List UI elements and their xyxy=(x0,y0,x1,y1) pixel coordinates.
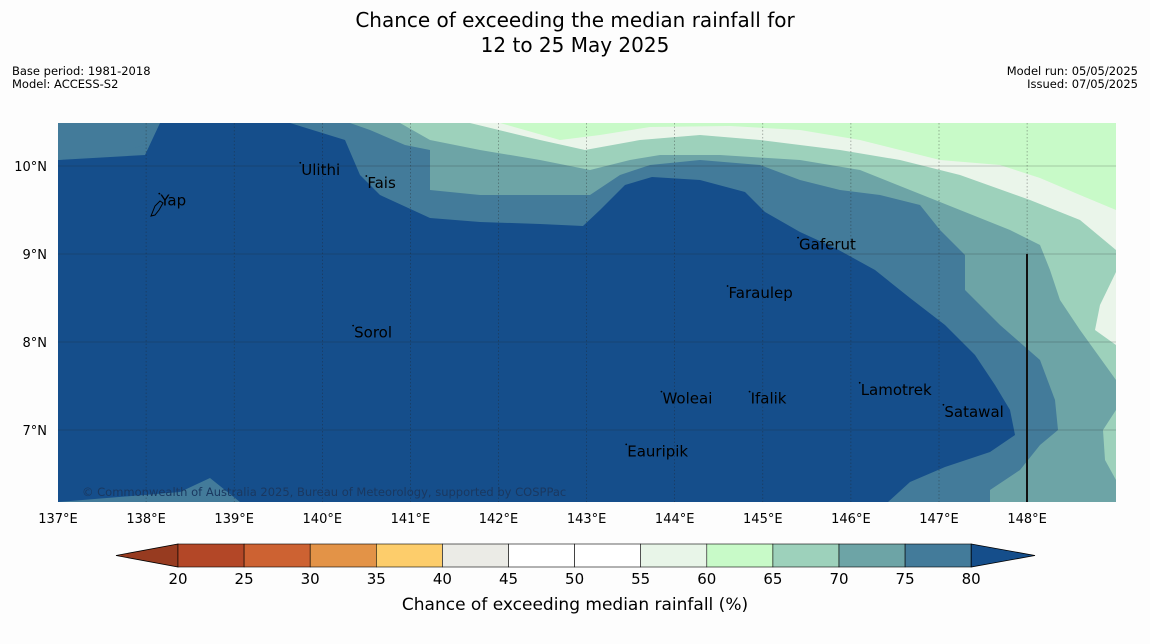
chart-title: Chance of exceeding the median rainfall … xyxy=(0,8,1150,58)
copyright-note: © Commonwealth of Australia 2025, Bureau… xyxy=(82,485,566,499)
issued-date: Issued: 07/05/2025 xyxy=(1027,77,1138,91)
colorbar-segment xyxy=(640,543,708,568)
colorbar-tick-label: 80 xyxy=(962,570,981,588)
x-tick-label: 145°E xyxy=(743,512,783,527)
colorbar-segment xyxy=(772,543,840,568)
colorbar-segment xyxy=(904,543,972,568)
model-name: Model: ACCESS-S2 xyxy=(12,77,119,91)
yap-island-outline xyxy=(150,200,164,217)
y-tick-label: 7°N xyxy=(23,424,48,439)
place-label: Fais xyxy=(367,174,396,192)
y-tick-label: 8°N xyxy=(23,336,48,351)
band-gt80 xyxy=(58,123,1015,502)
colorbar-tick-label: 60 xyxy=(697,570,716,588)
y-tick-label: 10°N xyxy=(14,160,47,175)
x-tick-label: 147°E xyxy=(919,512,959,527)
colorbar-tick-label: 25 xyxy=(235,570,254,588)
title-line-1: Chance of exceeding the median rainfall … xyxy=(355,8,795,32)
colorbar-segment xyxy=(574,543,641,568)
colorbar-tick-label: 30 xyxy=(301,570,320,588)
island-marker xyxy=(660,390,663,393)
place-label: Sorol xyxy=(354,324,392,342)
x-tick-label: 146°E xyxy=(831,512,871,527)
y-axis-ticks: 10°N 9°N 8°N 7°N xyxy=(14,160,47,439)
place-label: Satawal xyxy=(944,403,1003,421)
colorbar-tick-label: 65 xyxy=(763,570,782,588)
colorbar-tick-label: 55 xyxy=(631,570,650,588)
place-label: Ulithi xyxy=(301,161,340,179)
colorbar-segment xyxy=(508,543,575,568)
place-label: Eauripik xyxy=(627,442,688,460)
place-labels: Yap Ulithi Fais Gaferut Faraulep Sorol Lamotre… xyxy=(150,161,1004,460)
base-period: Base period: 1981-2018 xyxy=(12,64,151,78)
island-marker xyxy=(797,236,799,239)
island-marker xyxy=(858,381,861,384)
x-tick-label: 139°E xyxy=(214,512,254,527)
y-tick-label: 9°N xyxy=(23,248,48,263)
island-marker xyxy=(942,403,945,406)
map-area xyxy=(58,123,1116,502)
x-tick-label: 143°E xyxy=(567,512,607,527)
title-line-2: 12 to 25 May 2025 xyxy=(480,33,670,57)
island-marker xyxy=(748,390,751,393)
colorbar-tick-label: 70 xyxy=(829,570,848,588)
place-label: Yap xyxy=(159,192,186,210)
x-tick-label: 142°E xyxy=(479,512,519,527)
colorbar-min-arrow xyxy=(115,543,179,568)
map-gridlines xyxy=(58,123,1116,502)
place-label: Lamotrek xyxy=(861,381,932,399)
colorbar-segment xyxy=(309,543,377,568)
colorbar-tick-label: 20 xyxy=(168,570,187,588)
colorbar-label: Chance of exceeding median rainfall (%) xyxy=(402,595,748,615)
x-tick-label: 137°E xyxy=(38,512,78,527)
colorbar-segment xyxy=(838,543,906,568)
colorbar-segment xyxy=(375,543,443,568)
colorbar: 20 25 30 35 40 45 50 55 60 65 70 75 80 xyxy=(115,543,1036,588)
island-marker xyxy=(299,161,302,164)
colorbar-segment xyxy=(706,543,774,568)
x-tick-label: 148°E xyxy=(1007,512,1047,527)
meta-right: Model run: 05/05/2025 Issued: 07/05/2025 xyxy=(1007,65,1138,91)
colorbar-tick-label: 75 xyxy=(896,570,915,588)
x-axis-ticks: 137°E 138°E 139°E 140°E 141°E 142°E 143°E 144°E… xyxy=(38,512,1047,527)
colorbar-tick-label: 50 xyxy=(565,570,584,588)
model-run: Model run: 05/05/2025 xyxy=(1006,64,1138,78)
island-marker xyxy=(352,324,355,327)
colorbar-max-arrow xyxy=(970,543,1036,568)
colorbar-tick-label: 35 xyxy=(367,570,386,588)
place-label: Gaferut xyxy=(799,236,856,254)
x-tick-label: 138°E xyxy=(126,512,166,527)
colorbar-segment xyxy=(177,543,245,568)
x-tick-label: 140°E xyxy=(303,512,343,527)
island-marker xyxy=(625,443,628,446)
band-60-65 xyxy=(58,123,1116,210)
place-label: Ifalik xyxy=(751,390,787,408)
colorbar-tick-label: 45 xyxy=(499,570,518,588)
colorbar-segment xyxy=(243,543,311,568)
colorbar-tick-label: 40 xyxy=(433,570,452,588)
island-marker xyxy=(726,285,729,287)
x-tick-label: 144°E xyxy=(655,512,695,527)
meta-left: Base period: 1981-2018 Model: ACCESS-S2 xyxy=(12,65,151,91)
island-marker xyxy=(365,175,368,177)
island-marker xyxy=(158,192,161,195)
colorbar-segment xyxy=(442,543,509,568)
place-label: Faraulep xyxy=(729,284,793,302)
x-tick-label: 141°E xyxy=(391,512,431,527)
place-label: Woleai xyxy=(662,390,712,408)
band-gt80-ne xyxy=(58,123,160,160)
